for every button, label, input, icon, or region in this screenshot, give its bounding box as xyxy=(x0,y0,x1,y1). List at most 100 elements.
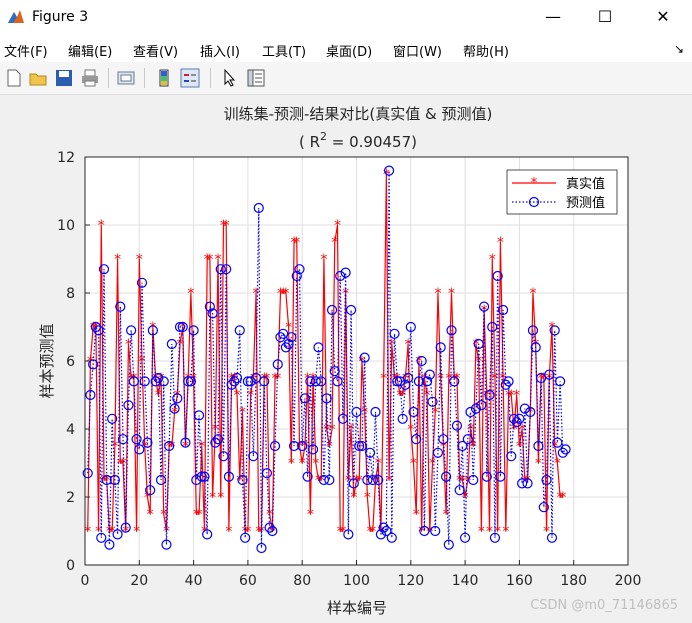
menu-desktop[interactable]: 桌面(D) xyxy=(326,45,373,60)
true-point: * xyxy=(391,371,398,387)
y-axis-label: 样本预测值 xyxy=(38,323,56,398)
true-point: * xyxy=(413,507,420,523)
pred-point xyxy=(229,376,240,387)
true-point: * xyxy=(334,218,341,234)
legend[interactable]: * 真实值 预测值 xyxy=(506,169,618,215)
legend-true-label: 真实值 xyxy=(566,176,605,192)
pred-point xyxy=(259,376,270,387)
y-tick-label: 12 xyxy=(57,150,75,166)
true-point: * xyxy=(190,371,197,387)
dock-arrow-icon[interactable]: ↘ xyxy=(673,42,684,56)
true-point: * xyxy=(288,456,295,472)
true-point: * xyxy=(228,371,235,387)
true-point: * xyxy=(437,371,444,387)
true-point: * xyxy=(369,524,376,540)
save-icon[interactable] xyxy=(54,68,74,88)
pointer-icon[interactable] xyxy=(220,68,240,88)
menu-tools[interactable]: 工具(T) xyxy=(262,45,307,60)
pred-point xyxy=(514,413,525,424)
true-point: * xyxy=(141,439,148,455)
true-point: * xyxy=(331,235,338,251)
pred-point xyxy=(202,529,213,540)
true-point: * xyxy=(133,524,140,540)
true-point: * xyxy=(158,371,165,387)
pred-point xyxy=(286,332,297,343)
link-icon[interactable] xyxy=(116,68,136,88)
pred-point xyxy=(468,474,479,486)
minimize-button[interactable]: — xyxy=(545,7,561,26)
pred-point xyxy=(359,352,370,363)
legend-icon[interactable] xyxy=(180,68,200,88)
menu-file[interactable]: 文件(F) xyxy=(4,45,48,60)
true-point: * xyxy=(434,286,441,302)
true-point: * xyxy=(415,354,422,370)
y-tick-label: 0 xyxy=(66,558,75,574)
true-point: * xyxy=(394,371,401,387)
pred-point xyxy=(492,270,503,282)
true-point: * xyxy=(551,439,558,455)
pred-point xyxy=(408,406,419,418)
pred-point xyxy=(307,444,319,455)
menu-insert[interactable]: 插入(I) xyxy=(200,45,240,60)
pred-point xyxy=(432,447,444,458)
menu-edit[interactable]: 编辑(E) xyxy=(68,45,113,60)
true-point: * xyxy=(253,286,260,302)
true-point: * xyxy=(475,354,482,370)
property-editor-icon[interactable] xyxy=(246,68,266,88)
pred-point xyxy=(462,434,473,445)
pred-point xyxy=(435,342,446,353)
r2-superscript: 2 xyxy=(320,130,327,143)
new-figure-icon[interactable] xyxy=(4,68,24,88)
pred-point xyxy=(136,277,148,288)
true-point: * xyxy=(204,252,211,268)
menu-view[interactable]: 查看(V) xyxy=(133,45,179,60)
pred-point xyxy=(440,471,452,482)
colorbar-icon[interactable] xyxy=(154,68,174,88)
pred-point xyxy=(96,532,107,543)
pred-point xyxy=(256,542,267,554)
true-point: * xyxy=(231,371,238,387)
figure-canvas[interactable]: 训练集-预测-结果对比(真实值 & 预测值) ( R2 = 0.90457) *… xyxy=(0,95,692,623)
close-button[interactable]: ✕ xyxy=(656,7,670,26)
menu-window[interactable]: 窗口(W) xyxy=(393,45,442,60)
pred-point xyxy=(544,369,555,380)
toolbar-separator xyxy=(108,68,109,88)
true-point: * xyxy=(358,354,365,370)
pred-point xyxy=(421,376,433,387)
pred-point xyxy=(370,406,381,418)
true-point: * xyxy=(206,252,213,268)
print-icon[interactable] xyxy=(80,68,100,88)
pred-point xyxy=(343,529,354,540)
x-tick-label: 200 xyxy=(615,573,642,589)
true-point: * xyxy=(396,388,403,404)
pred-point xyxy=(234,325,245,336)
pred-point xyxy=(283,338,294,350)
pred-point xyxy=(120,522,131,533)
true-point: * xyxy=(315,473,322,489)
true-point: * xyxy=(114,252,121,268)
true-point: * xyxy=(220,218,227,234)
true-point: * xyxy=(421,371,428,387)
true-point: * xyxy=(448,286,455,302)
chart[interactable]: 训练集-预测-结果对比(真实值 & 预测值) ( R2 = 0.90457) *… xyxy=(0,95,692,623)
true-point: * xyxy=(486,524,493,540)
true-point: * xyxy=(277,286,284,302)
open-file-icon[interactable] xyxy=(28,68,48,88)
true-point: * xyxy=(261,371,268,387)
pred-point xyxy=(212,434,224,445)
true-point: * xyxy=(168,439,175,455)
window-titlebar[interactable]: Figure 3 — ☐ ✕ xyxy=(0,0,692,36)
pred-point xyxy=(560,444,571,455)
pred-point xyxy=(161,539,172,550)
menu-help[interactable]: 帮助(H) xyxy=(463,45,509,60)
maximize-button[interactable]: ☐ xyxy=(597,7,613,26)
true-point: * xyxy=(250,371,257,387)
pred-point xyxy=(332,376,343,387)
true-point: * xyxy=(193,507,200,523)
pred-point xyxy=(199,471,210,482)
true-point: * xyxy=(269,524,276,540)
true-point: * xyxy=(147,507,154,523)
pred-point xyxy=(280,342,292,353)
pred-point xyxy=(500,379,511,390)
true-point: * xyxy=(350,490,357,506)
